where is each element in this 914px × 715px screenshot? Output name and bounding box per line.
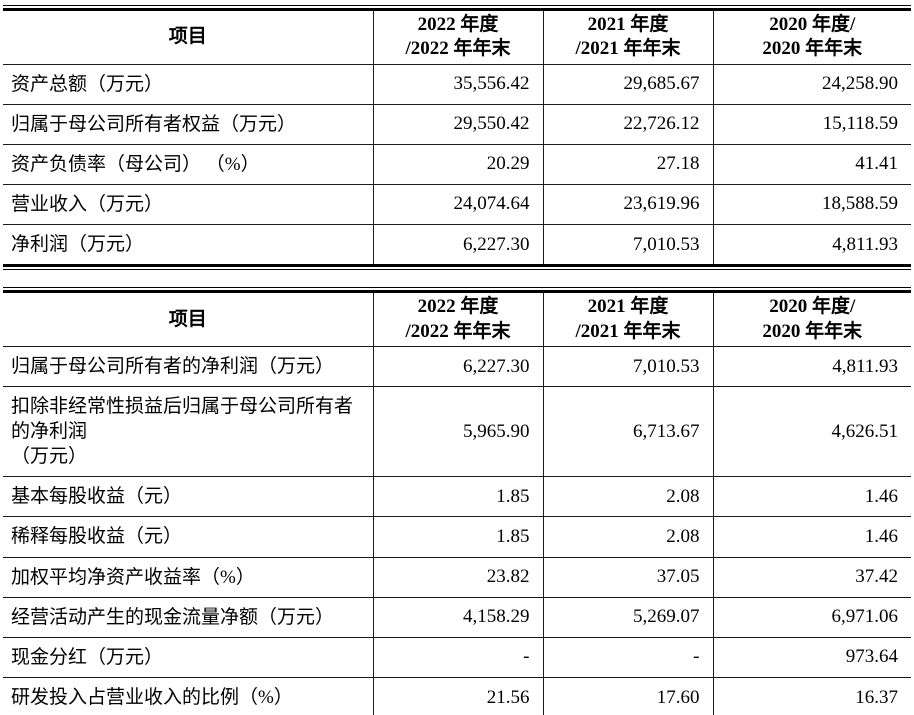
- cell-value: 22,726.12: [542, 104, 713, 145]
- table-row: 营业收入（万元） 24,074.64 23,619.96 18,588.59: [3, 184, 911, 225]
- row-label: 归属于母公司所有者的净利润（万元）: [11, 356, 335, 378]
- cell-value: 35,556.42: [372, 64, 543, 105]
- table-row: 经营活动产生的现金流量净额（万元） 4,158.29 5,269.07 6,97…: [3, 597, 911, 638]
- cell-value: 37.42: [712, 557, 911, 598]
- table-row: 基本每股收益（元） 1.85 2.08 1.46: [3, 476, 911, 517]
- cell-value: 23.82: [372, 557, 543, 598]
- cell-value: 7,010.53: [542, 224, 713, 265]
- row-label: 研发投入占营业收入的比例（%）: [11, 686, 293, 708]
- table-row: 扣除非经常性损益后归属于母公司所有者的净利润 （万元） 5,965.90 6,7…: [3, 386, 911, 477]
- profit-and-ratios-grid: 项目 2022 年度 /2022 年年末 2021 年度 /2021 年年末 2…: [3, 293, 911, 715]
- cell-value: 24,074.64: [372, 184, 543, 225]
- cell-value: 41.41: [712, 144, 911, 185]
- cell-value: 20.29: [372, 144, 543, 185]
- column-header-item: 项目: [168, 26, 207, 48]
- header-row: 项目 2022 年度 /2022 年年末 2021 年度 /2021 年年末 2…: [3, 293, 911, 347]
- table-row: 稀释每股收益（元） 1.85 2.08 1.46: [3, 516, 911, 558]
- column-header-2022: 2022 年度 /2022 年年末: [372, 293, 543, 347]
- key-financials-grid: 项目 2022 年度 /2022 年年末 2021 年度 /2021 年年末 2…: [3, 11, 911, 265]
- cell-value: 27.18: [542, 144, 713, 185]
- column-header-2020: 2020 年度/ 2020 年年末: [712, 11, 911, 65]
- table-bottom-thin-rule: [3, 269, 911, 271]
- cell-value: 1.46: [712, 476, 911, 517]
- cell-value: 1.85: [372, 516, 543, 558]
- column-header-2020: 2020 年度/ 2020 年年末: [712, 293, 911, 347]
- cell-value: 16.37: [712, 677, 911, 715]
- row-label: 归属于母公司所有者权益（万元）: [11, 113, 297, 135]
- cell-value: 7,010.53: [542, 346, 713, 387]
- cell-value: 4,811.93: [712, 224, 911, 265]
- profit-and-ratios-table: 项目 2022 年度 /2022 年年末 2021 年度 /2021 年年末 2…: [3, 287, 911, 715]
- cell-value: 17.60: [542, 677, 713, 715]
- row-label: 经营活动产生的现金流量净额（万元）: [11, 606, 335, 628]
- column-header-item: 项目: [168, 308, 207, 330]
- cell-value: 973.64: [712, 637, 911, 678]
- cell-value: 18,588.59: [712, 184, 911, 225]
- table-top-thin-rule: [3, 287, 911, 289]
- cell-value: 1.85: [372, 476, 543, 517]
- cell-value: -: [372, 637, 543, 678]
- cell-value: 2.08: [542, 516, 713, 558]
- table-top-thin-rule: [3, 5, 911, 6]
- cell-value: 2.08: [542, 476, 713, 517]
- row-label: 资产负债率（母公司） （%）: [11, 153, 260, 175]
- column-header-2021: 2021 年度 /2021 年年末: [542, 11, 713, 65]
- table-row: 归属于母公司所有者权益（万元） 29,550.42 22,726.12 15,1…: [3, 104, 911, 145]
- cell-value: 6,713.67: [542, 386, 713, 477]
- key-financials-table: 项目 2022 年度 /2022 年年末 2021 年度 /2021 年年末 2…: [3, 5, 911, 271]
- cell-value: 37.05: [542, 557, 713, 598]
- table-row: 加权平均净资产收益率（%） 23.82 37.05 37.42: [3, 557, 911, 598]
- cell-value: 5,965.90: [372, 386, 543, 477]
- cell-value: 6,971.06: [712, 597, 911, 638]
- table-row: 研发投入占营业收入的比例（%） 21.56 17.60 16.37: [3, 677, 911, 715]
- row-label: 净利润（万元）: [11, 234, 145, 256]
- table-row: 资产总额（万元） 35,556.42 29,685.67 24,258.90: [3, 64, 911, 105]
- row-label: 基本每股收益（元）: [11, 486, 183, 508]
- cell-value: 21.56: [372, 677, 543, 715]
- column-header-2022: 2022 年度 /2022 年年末: [372, 11, 543, 65]
- row-label: 资产总额（万元）: [11, 73, 164, 95]
- cell-value: 24,258.90: [712, 64, 911, 105]
- cell-value: 6,227.30: [372, 224, 543, 265]
- cell-value: 4,811.93: [712, 346, 911, 387]
- cell-value: 1.46: [712, 516, 911, 558]
- header-row: 项目 2022 年度 /2022 年年末 2021 年度 /2021 年年末 2…: [3, 11, 911, 65]
- table-row: 资产负债率（母公司） （%） 20.29 27.18 41.41: [3, 144, 911, 185]
- row-label: 加权平均净资产收益率（%）: [11, 566, 255, 588]
- table-top-thick-rule: [3, 8, 911, 11]
- row-label: 稀释每股收益（元）: [11, 526, 183, 548]
- cell-value: 5,269.07: [542, 597, 713, 638]
- cell-value: 15,118.59: [712, 104, 911, 145]
- column-header-2021: 2021 年度 /2021 年年末: [542, 293, 713, 347]
- table-bottom-thick-rule: [3, 264, 911, 268]
- cell-value: 6,227.30: [372, 346, 543, 387]
- table-row: 归属于母公司所有者的净利润（万元） 6,227.30 7,010.53 4,81…: [3, 346, 911, 387]
- row-label: 现金分红（万元）: [11, 646, 164, 668]
- cell-value: 23,619.96: [542, 184, 713, 225]
- cell-value: -: [542, 637, 713, 678]
- table-row: 净利润（万元） 6,227.30 7,010.53 4,811.93: [3, 224, 911, 265]
- row-label: 营业收入（万元）: [11, 193, 164, 215]
- cell-value: 4,626.51: [712, 386, 911, 477]
- cell-value: 4,158.29: [372, 597, 543, 638]
- cell-value: 29,685.67: [542, 64, 713, 105]
- cell-value: 29,550.42: [372, 104, 543, 145]
- row-label: 扣除非经常性损益后归属于母公司所有者的净利润 （万元）: [11, 396, 354, 468]
- table-top-thick-rule: [3, 290, 911, 294]
- table-row: 现金分红（万元） - - 973.64: [3, 637, 911, 678]
